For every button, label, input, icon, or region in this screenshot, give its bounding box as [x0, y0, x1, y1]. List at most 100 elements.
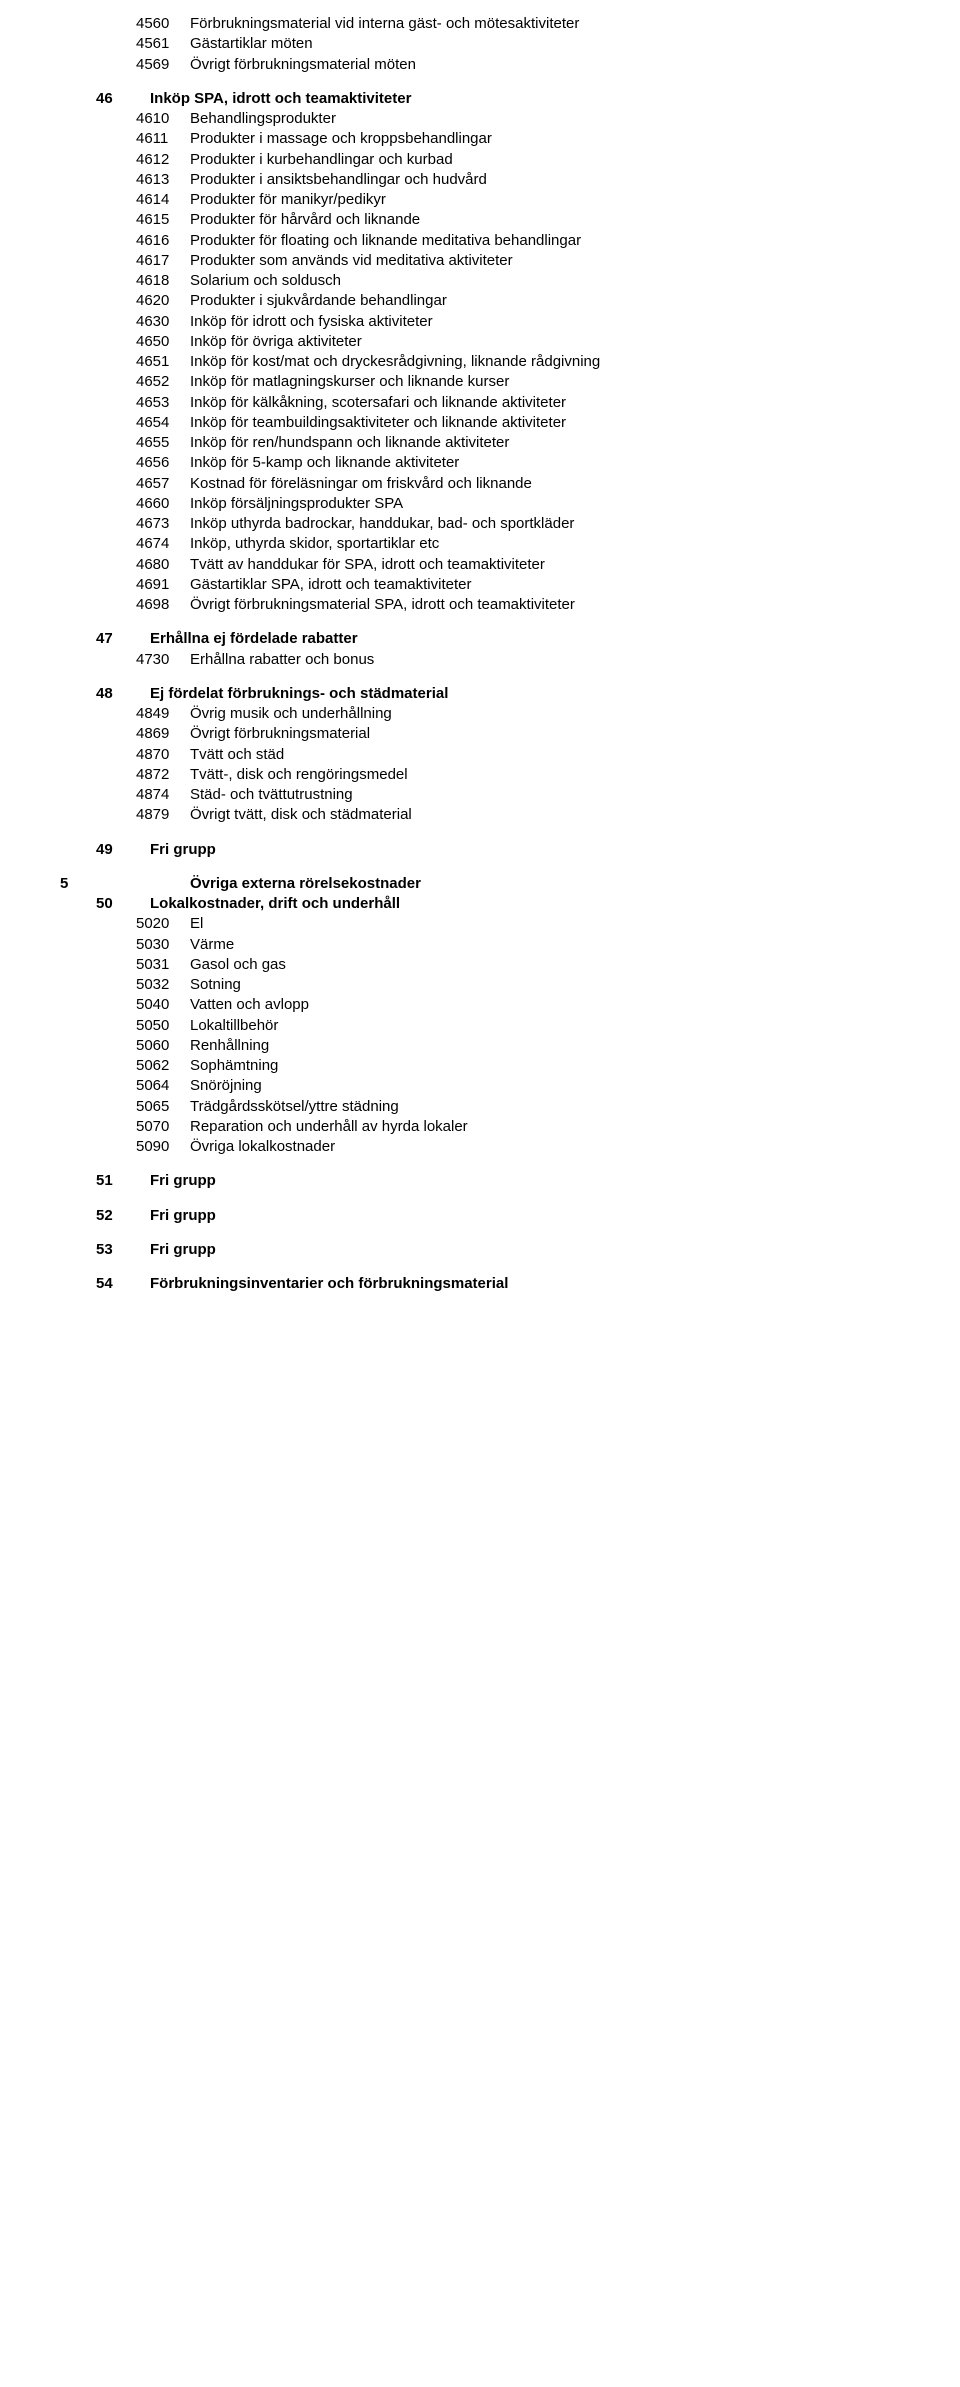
spacer [60, 1192, 900, 1206]
account-row: 4674Inköp, uthyrda skidor, sportartiklar… [60, 534, 900, 554]
spacer [60, 826, 900, 840]
account-label: Inköp för kost/mat och dryckesrådgivning… [190, 352, 900, 372]
account-row: 4616Produkter för floating och liknande … [60, 231, 900, 251]
account-label: Övrigt förbrukningsmaterial SPA, idrott … [190, 595, 900, 615]
account-code: 4569 [136, 55, 190, 75]
account-label: Snöröjning [190, 1076, 900, 1096]
account-code: 4879 [136, 805, 190, 825]
account-code: 5020 [136, 914, 190, 934]
account-code: 5031 [136, 955, 190, 975]
account-code: 4560 [136, 14, 190, 34]
account-code: 5032 [136, 975, 190, 995]
account-label: El [190, 914, 900, 934]
group-label: Fri grupp [150, 1206, 900, 1226]
account-row: 4874Städ- och tvättutrustning [60, 785, 900, 805]
account-row: 4872Tvätt-, disk och rengöringsmedel [60, 765, 900, 785]
account-label: Inköp, uthyrda skidor, sportartiklar etc [190, 534, 900, 554]
account-row: 5065Trädgårdsskötsel/yttre städning [60, 1097, 900, 1117]
spacer [60, 1226, 900, 1240]
group-code: 46 [96, 89, 150, 109]
account-label: Produkter i massage och kroppsbehandling… [190, 129, 900, 149]
account-label: Övrigt förbrukningsmaterial [190, 724, 900, 744]
section-heading: 5Övriga externa rörelsekostnader [60, 874, 900, 894]
group-code: 53 [96, 1240, 150, 1260]
account-row: 5064Snöröjning [60, 1076, 900, 1096]
account-code: 4660 [136, 494, 190, 514]
account-label: Värme [190, 935, 900, 955]
account-row: 4657Kostnad för föreläsningar om friskvå… [60, 474, 900, 494]
account-label: Kostnad för föreläsningar om friskvård o… [190, 474, 900, 494]
account-code: 4698 [136, 595, 190, 615]
account-code: 5030 [136, 935, 190, 955]
account-row: 4680Tvätt av handdukar för SPA, idrott o… [60, 555, 900, 575]
account-label: Inköp för 5-kamp och liknande aktivitete… [190, 453, 900, 473]
account-code: 5060 [136, 1036, 190, 1056]
account-label: Sophämtning [190, 1056, 900, 1076]
account-code: 4654 [136, 413, 190, 433]
group-heading: 54Förbrukningsinventarier och förbruknin… [60, 1274, 900, 1294]
account-label: Inköp för ren/hundspann och liknande akt… [190, 433, 900, 453]
account-row: 4660Inköp försäljningsprodukter SPA [60, 494, 900, 514]
account-code: 4620 [136, 291, 190, 311]
account-row: 4630Inköp för idrott och fysiska aktivit… [60, 312, 900, 332]
account-row: 4879Övrigt tvätt, disk och städmaterial [60, 805, 900, 825]
content: 4560Förbrukningsmaterial vid interna gäs… [60, 14, 900, 1294]
group-label: Lokalkostnader, drift och underhåll [150, 894, 900, 914]
account-row: 4673Inköp uthyrda badrockar, handdukar, … [60, 514, 900, 534]
account-row: 5032Sotning [60, 975, 900, 995]
group-label: Förbrukningsinventarier och förbruknings… [150, 1274, 900, 1294]
account-code: 4650 [136, 332, 190, 352]
account-label: Reparation och underhåll av hyrda lokale… [190, 1117, 900, 1137]
account-label: Inköp för övriga aktiviteter [190, 332, 900, 352]
account-row: 5090Övriga lokalkostnader [60, 1137, 900, 1157]
account-code: 4870 [136, 745, 190, 765]
account-label: Produkter i ansiktsbehandlingar och hudv… [190, 170, 900, 190]
account-row: 4849Övrig musik och underhållning [60, 704, 900, 724]
account-row: 4651Inköp för kost/mat och dryckesrådgiv… [60, 352, 900, 372]
account-label: Övriga lokalkostnader [190, 1137, 900, 1157]
account-row: 5040Vatten och avlopp [60, 995, 900, 1015]
account-row: 5062Sophämtning [60, 1056, 900, 1076]
account-label: Produkter i kurbehandlingar och kurbad [190, 150, 900, 170]
account-label: Tvätt och städ [190, 745, 900, 765]
account-label: Inköp för matlagningskurser och liknande… [190, 372, 900, 392]
account-label: Inköp uthyrda badrockar, handdukar, bad-… [190, 514, 900, 534]
account-label: Produkter för hårvård och liknande [190, 210, 900, 230]
account-label: Inköp för idrott och fysiska aktiviteter [190, 312, 900, 332]
spacer [60, 1260, 900, 1274]
group-heading: 49Fri grupp [60, 840, 900, 860]
group-label: Ej fördelat förbruknings- och städmateri… [150, 684, 900, 704]
account-label: Produkter som används vid meditativa akt… [190, 251, 900, 271]
group-label: Inköp SPA, idrott och teamaktiviteter [150, 89, 900, 109]
account-row: 5050Lokaltillbehör [60, 1016, 900, 1036]
account-row: 4614Produkter för manikyr/pedikyr [60, 190, 900, 210]
account-code: 4616 [136, 231, 190, 251]
account-row: 4615Produkter för hårvård och liknande [60, 210, 900, 230]
account-code: 5040 [136, 995, 190, 1015]
account-row: 4610Behandlingsprodukter [60, 109, 900, 129]
group-heading: 52Fri grupp [60, 1206, 900, 1226]
group-code: 49 [96, 840, 150, 860]
account-label: Vatten och avlopp [190, 995, 900, 1015]
group-code: 47 [96, 629, 150, 649]
account-label: Erhållna rabatter och bonus [190, 650, 900, 670]
account-label: Övrig musik och underhållning [190, 704, 900, 724]
account-code: 5064 [136, 1076, 190, 1096]
account-label: Övrigt tvätt, disk och städmaterial [190, 805, 900, 825]
group-heading: 47Erhållna ej fördelade rabatter [60, 629, 900, 649]
group-code: 51 [96, 1171, 150, 1191]
account-code: 4673 [136, 514, 190, 534]
account-row: 4560Förbrukningsmaterial vid interna gäs… [60, 14, 900, 34]
account-row: 4870Tvätt och städ [60, 745, 900, 765]
account-label: Inköp försäljningsprodukter SPA [190, 494, 900, 514]
account-row: 4611Produkter i massage och kroppsbehand… [60, 129, 900, 149]
section-label: Övriga externa rörelsekostnader [190, 874, 900, 894]
group-label: Erhållna ej fördelade rabatter [150, 629, 900, 649]
account-label: Renhållning [190, 1036, 900, 1056]
account-row: 4691Gästartiklar SPA, idrott och teamakt… [60, 575, 900, 595]
account-row: 4650Inköp för övriga aktiviteter [60, 332, 900, 352]
account-code: 4680 [136, 555, 190, 575]
account-row: 4655Inköp för ren/hundspann och liknande… [60, 433, 900, 453]
spacer [60, 75, 900, 89]
account-row: 4613Produkter i ansiktsbehandlingar och … [60, 170, 900, 190]
